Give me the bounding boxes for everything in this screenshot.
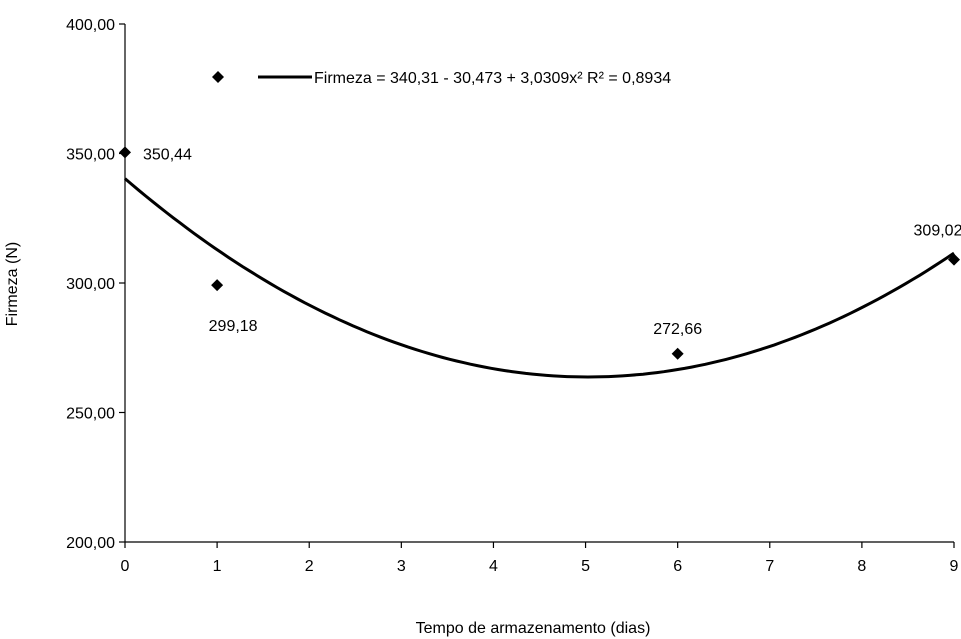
x-tick-label: 5 — [581, 558, 590, 575]
data-label: 350,44 — [143, 146, 192, 163]
y-tick-label: 400,00 — [66, 17, 115, 34]
x-axis-title: Tempo de armazenamento (dias) — [416, 620, 651, 637]
x-tick-label: 6 — [673, 558, 682, 575]
data-label: 299,18 — [209, 318, 258, 335]
legend-entry-trendline: Firmeza = 340,31 - 30,473 + 3,0309x² R² … — [314, 70, 671, 87]
x-axis-ticks: 0 1 2 3 4 5 6 7 8 9 — [121, 542, 959, 575]
data-points — [119, 146, 960, 360]
data-label: 272,66 — [653, 321, 702, 338]
data-point — [671, 347, 684, 360]
y-tick-label: 350,00 — [66, 147, 115, 164]
data-point — [211, 279, 224, 292]
x-tick-label: 7 — [765, 558, 774, 575]
y-axis-ticks: 200,00 250,00 300,00 350,00 400,00 — [66, 17, 125, 552]
data-point — [948, 253, 960, 266]
trendline — [124, 177, 955, 379]
y-tick-label: 200,00 — [66, 535, 115, 552]
y-tick-label: 300,00 — [66, 276, 115, 293]
y-tick-label: 250,00 — [66, 406, 115, 423]
x-tick-label: 9 — [950, 558, 959, 575]
x-tick-label: 2 — [305, 558, 314, 575]
x-tick-label: 1 — [213, 558, 222, 575]
x-tick-label: 0 — [121, 558, 130, 575]
y-axis-title: Firmeza (N) — [4, 242, 21, 326]
legend: Firmeza = 340,31 - 30,473 + 3,0309x² R² … — [212, 70, 671, 87]
axes — [124, 24, 954, 543]
legend-diamond-marker — [212, 71, 224, 83]
x-tick-label: 4 — [489, 558, 498, 575]
data-point — [119, 146, 131, 159]
data-labels: 350,44 299,18 272,66 309,02 — [143, 146, 961, 337]
x-tick-label: 3 — [397, 558, 406, 575]
x-tick-label: 8 — [857, 558, 866, 575]
data-label: 309,02 — [914, 223, 961, 240]
